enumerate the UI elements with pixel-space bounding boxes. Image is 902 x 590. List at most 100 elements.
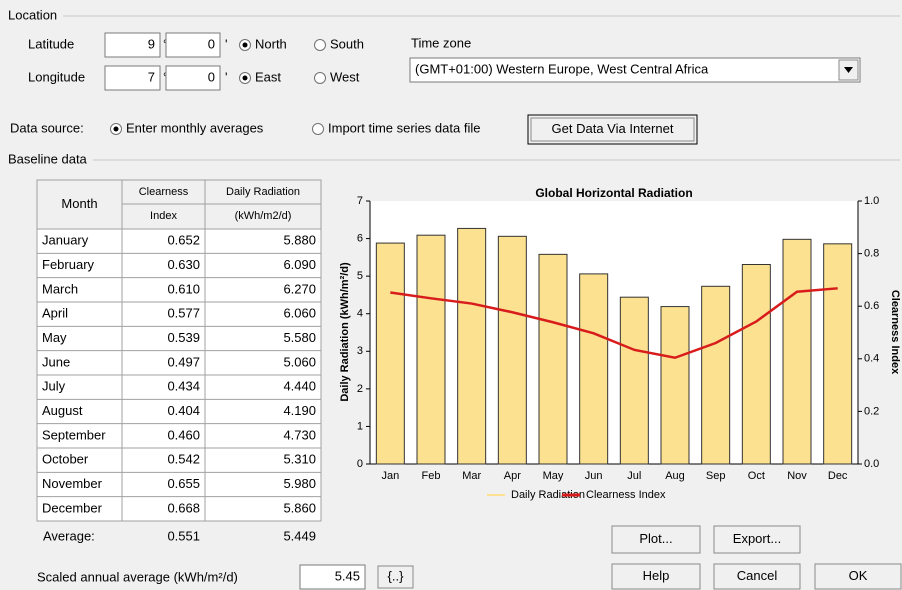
y2-tick-label: 1.0 (864, 195, 879, 207)
bar (741, 263, 771, 465)
scaled-input[interactable] (299, 564, 366, 590)
x-tick-label: Aug (665, 470, 685, 482)
table-cell: 6.060 (283, 306, 316, 321)
data-source-option-label: Import time series data file (328, 120, 480, 135)
bar (823, 243, 853, 465)
table-cell: 4.440 (283, 379, 316, 394)
longitude-option-label: West (330, 69, 360, 84)
longitude-label: Longitude (28, 69, 85, 84)
table-cell: 5.880 (283, 233, 316, 248)
longitude-option[interactable] (314, 72, 326, 84)
cancel-button-label: Cancel (737, 568, 778, 583)
y-tick-label: 3 (357, 345, 363, 357)
bar (538, 253, 568, 465)
help-button-label: Help (643, 568, 670, 583)
bar (782, 238, 812, 465)
x-tick-label: Jun (585, 470, 603, 482)
plot-button-label: Plot... (639, 531, 672, 546)
export-button[interactable] (713, 525, 801, 554)
table-header: Month (61, 196, 97, 211)
table-cell: December (42, 500, 103, 515)
latitude-label: Latitude (28, 36, 74, 51)
y2-tick-label: 0.8 (864, 248, 879, 260)
latitude-degrees-input[interactable] (104, 32, 161, 58)
latitude-option-dot (242, 42, 248, 48)
get-data-button-label: Get Data Via Internet (552, 121, 674, 136)
table-cell: July (42, 379, 66, 394)
button-focus (527, 114, 698, 145)
bar (457, 227, 487, 465)
plot-button[interactable] (611, 525, 701, 554)
longitude-option-label: East (255, 69, 281, 84)
table-header: Index (150, 210, 177, 222)
help-button[interactable] (611, 563, 701, 590)
y2-tick-label: 0.2 (864, 405, 879, 417)
table-cell: January (42, 233, 89, 248)
y2-tick-label: 0.0 (864, 458, 879, 470)
longitude-minutes-input[interactable] (165, 65, 221, 91)
table-cell: 5.580 (283, 330, 316, 345)
dropdown-arrow (844, 67, 853, 73)
y-tick-label: 6 (357, 232, 363, 244)
latitude-degrees: 9 (148, 36, 155, 51)
bar (497, 235, 527, 465)
average-value: 0.551 (167, 528, 200, 543)
table-header: (kWh/m2/d) (235, 210, 292, 222)
table-cell: May (42, 330, 67, 345)
time-zone-label: Time zone (411, 35, 471, 50)
table-cell: 4.190 (283, 403, 316, 418)
ok-button[interactable] (814, 563, 902, 590)
scaled-button[interactable] (377, 565, 414, 589)
bar (579, 273, 609, 465)
y-tick-label: 0 (357, 458, 363, 470)
average-value: 5.449 (283, 528, 316, 543)
table-cell: August (42, 403, 83, 418)
table-header: Daily Radiation (226, 186, 300, 198)
table-cell: October (42, 452, 89, 467)
time-zone-value: (GMT+01:00) Western Europe, West Central… (415, 61, 709, 76)
latitude-option[interactable] (314, 39, 326, 51)
table-cell: 4.730 (283, 427, 316, 442)
table-cell: 0.630 (167, 257, 200, 272)
plot-area (370, 201, 858, 464)
scaled-button-label: {..} (388, 568, 405, 583)
x-tick-label: May (543, 470, 564, 482)
table-cell: 0.539 (167, 330, 200, 345)
longitude-degrees-input[interactable] (104, 65, 161, 91)
table-cell: 5.060 (283, 354, 316, 369)
y-tick-label: 2 (357, 383, 363, 395)
bar (660, 306, 690, 465)
table-cell: 0.610 (167, 281, 200, 296)
data-source-option[interactable] (312, 123, 324, 135)
table-cell: 0.668 (167, 500, 200, 515)
y2-tick-label: 0.6 (864, 300, 879, 312)
table-cell: November (42, 476, 103, 491)
y-tick-label: 1 (357, 420, 363, 432)
minute-symbol: ' (225, 69, 227, 84)
x-tick-label: Nov (787, 470, 807, 482)
table-cell: March (42, 281, 78, 296)
y-axis-label: Daily Radiation (kWh/m²/d) (339, 262, 351, 402)
data-source-option-label: Enter monthly averages (126, 120, 264, 135)
x-tick-label: Oct (748, 470, 765, 482)
table-cell: 5.860 (283, 500, 316, 515)
data-source-label: Data source: (10, 120, 84, 135)
table-cell: June (42, 354, 70, 369)
data-source-option-dot (113, 126, 119, 132)
time-zone-select[interactable] (409, 57, 861, 83)
minute-symbol: ' (225, 36, 227, 51)
table-cell: 0.577 (167, 306, 200, 321)
y-tick-label: 4 (357, 308, 363, 320)
y-tick-label: 7 (357, 195, 363, 207)
table-cell: 0.655 (167, 476, 200, 491)
x-tick-label: Feb (422, 470, 441, 482)
cancel-button[interactable] (713, 563, 801, 590)
bar (619, 296, 649, 465)
average-label: Average: (43, 528, 95, 543)
x-tick-label: Jan (381, 470, 399, 482)
get-data-button[interactable] (530, 117, 695, 142)
legend-label: Clearness Index (586, 489, 666, 501)
x-tick-label: Mar (462, 470, 481, 482)
latitude-minutes-input[interactable] (165, 32, 221, 58)
